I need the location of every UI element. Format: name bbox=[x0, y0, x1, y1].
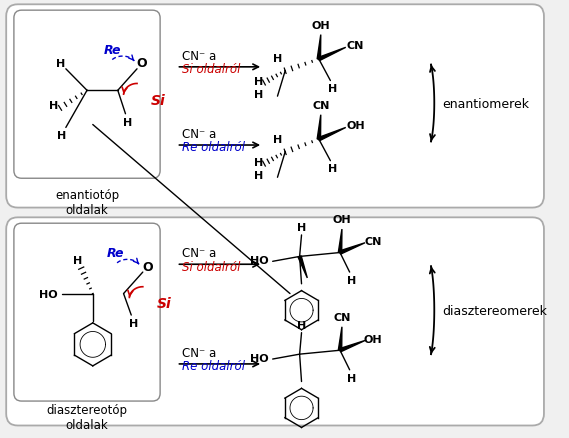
Polygon shape bbox=[339, 327, 342, 350]
Text: H: H bbox=[56, 59, 65, 69]
Text: H: H bbox=[254, 157, 263, 167]
Text: O: O bbox=[142, 260, 153, 273]
Text: CN: CN bbox=[333, 312, 351, 322]
Text: H: H bbox=[328, 164, 337, 174]
Text: H: H bbox=[347, 373, 356, 383]
FancyBboxPatch shape bbox=[14, 224, 160, 401]
Text: H: H bbox=[273, 135, 282, 145]
Polygon shape bbox=[317, 116, 321, 140]
Text: OH: OH bbox=[333, 215, 351, 225]
Text: CN⁻ a: CN⁻ a bbox=[182, 346, 216, 359]
Polygon shape bbox=[317, 35, 321, 60]
Text: Si: Si bbox=[151, 94, 166, 108]
Text: Re oldalról: Re oldalról bbox=[182, 141, 245, 154]
Text: H: H bbox=[73, 256, 82, 266]
Text: enantiotóp
oldalak: enantiotóp oldalak bbox=[55, 189, 119, 216]
Polygon shape bbox=[318, 48, 346, 61]
Text: HO: HO bbox=[250, 256, 269, 266]
Text: diasztereomerek: diasztereomerek bbox=[442, 304, 547, 317]
Text: OH: OH bbox=[346, 121, 365, 131]
Text: H: H bbox=[254, 76, 263, 86]
FancyBboxPatch shape bbox=[14, 11, 160, 179]
Text: Re oldalról: Re oldalról bbox=[182, 360, 245, 373]
Text: CN⁻ a: CN⁻ a bbox=[182, 247, 216, 259]
Polygon shape bbox=[298, 256, 307, 278]
Text: H: H bbox=[347, 275, 356, 285]
Text: H: H bbox=[297, 223, 306, 233]
Text: CN: CN bbox=[364, 236, 381, 246]
Text: Re: Re bbox=[107, 247, 125, 259]
Text: CN⁻ a: CN⁻ a bbox=[182, 49, 216, 63]
Text: Si oldalról: Si oldalról bbox=[182, 260, 241, 273]
FancyBboxPatch shape bbox=[6, 218, 544, 426]
Polygon shape bbox=[339, 341, 365, 352]
Text: O: O bbox=[137, 57, 147, 70]
Text: HO: HO bbox=[250, 353, 269, 363]
Text: OH: OH bbox=[364, 334, 382, 344]
Text: CN: CN bbox=[347, 41, 364, 51]
Polygon shape bbox=[318, 128, 346, 141]
Text: Re: Re bbox=[104, 44, 122, 57]
Text: H: H bbox=[328, 84, 337, 94]
Text: H: H bbox=[254, 90, 263, 100]
Polygon shape bbox=[339, 243, 365, 254]
Text: H: H bbox=[273, 54, 282, 64]
Text: enantiomerek: enantiomerek bbox=[442, 97, 529, 110]
Text: OH: OH bbox=[311, 21, 330, 31]
FancyBboxPatch shape bbox=[6, 5, 544, 208]
Text: H: H bbox=[297, 320, 306, 330]
Text: H: H bbox=[123, 117, 132, 127]
Text: HO: HO bbox=[39, 289, 58, 299]
Text: H: H bbox=[49, 101, 58, 111]
Text: H: H bbox=[129, 318, 138, 328]
Text: H: H bbox=[254, 171, 263, 181]
Polygon shape bbox=[339, 230, 342, 253]
Text: Si: Si bbox=[156, 297, 171, 311]
Text: diasztereotóp
oldalak: diasztereotóp oldalak bbox=[47, 403, 127, 431]
Text: CN: CN bbox=[312, 101, 329, 111]
Text: H: H bbox=[57, 131, 67, 141]
Text: CN⁻ a: CN⁻ a bbox=[182, 127, 216, 141]
Text: Si oldalról: Si oldalról bbox=[182, 63, 241, 76]
